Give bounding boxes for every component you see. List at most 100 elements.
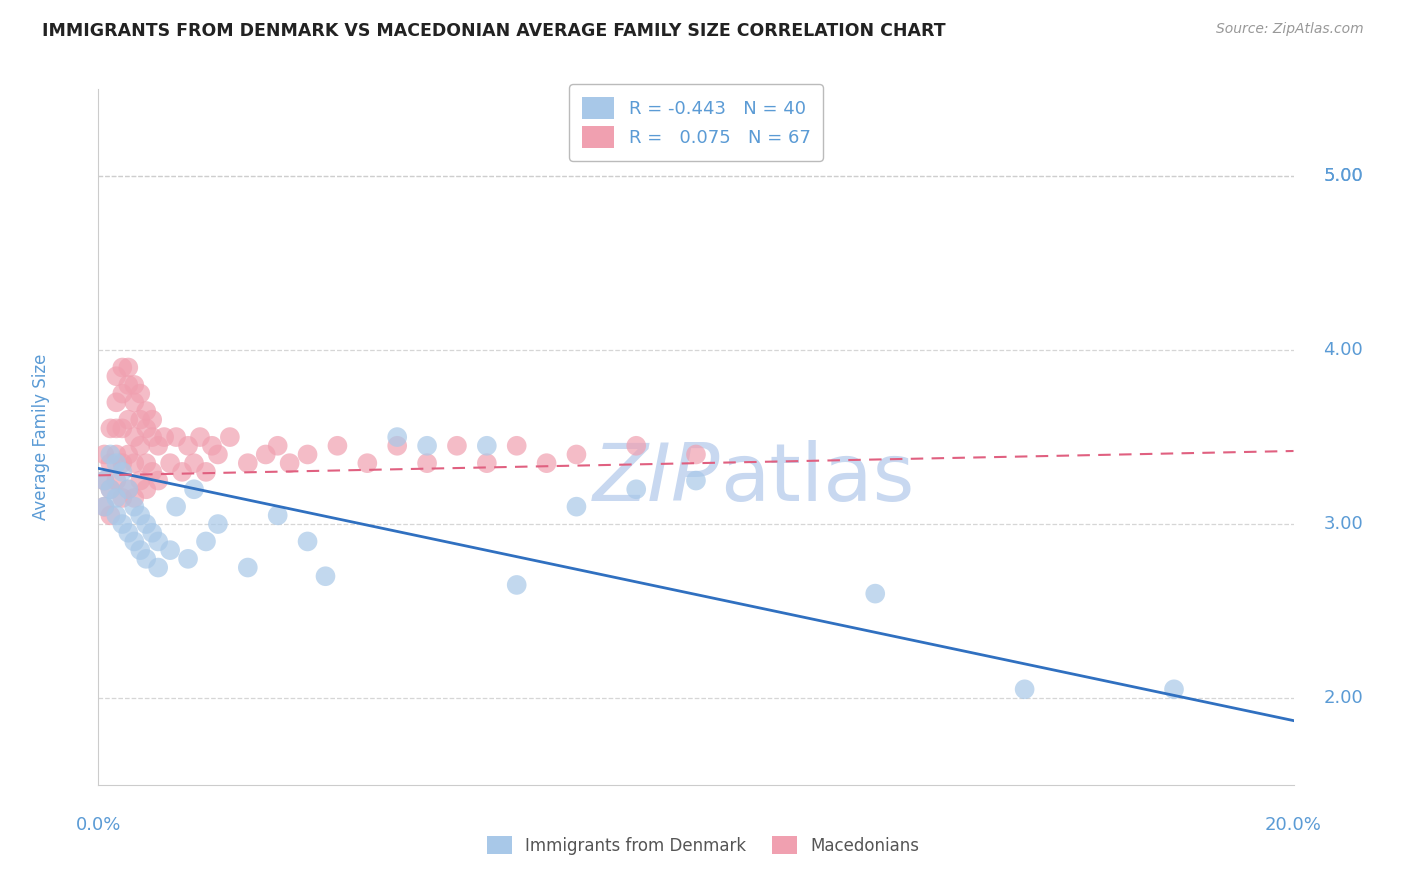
- Text: 2.00: 2.00: [1323, 689, 1364, 707]
- Point: [117, 482, 139, 496]
- Point: [105, 508, 128, 523]
- Point: [565, 500, 588, 514]
- Point: [98, 447, 122, 462]
- Point: [236, 456, 259, 470]
- Point: [93, 474, 115, 488]
- Text: 0.0%: 0.0%: [76, 816, 121, 834]
- Point: [135, 404, 157, 418]
- Point: [385, 430, 409, 444]
- Point: [117, 525, 139, 540]
- Point: [105, 421, 128, 435]
- Point: [201, 439, 224, 453]
- Point: [141, 465, 163, 479]
- Point: [183, 482, 205, 496]
- Point: [141, 525, 163, 540]
- Point: [536, 456, 558, 470]
- Point: [105, 474, 128, 488]
- Point: [207, 447, 229, 462]
- Text: ZIP: ZIP: [592, 440, 720, 518]
- Point: [98, 508, 122, 523]
- Point: [1163, 682, 1185, 697]
- Point: [124, 500, 146, 514]
- Point: [153, 430, 176, 444]
- Point: [105, 456, 128, 470]
- Point: [129, 412, 152, 426]
- Text: 5.00: 5.00: [1323, 167, 1364, 186]
- Point: [356, 456, 378, 470]
- Point: [172, 465, 194, 479]
- Point: [111, 516, 134, 531]
- Point: [124, 491, 146, 505]
- Text: 20.0%: 20.0%: [1265, 816, 1322, 834]
- Point: [267, 439, 290, 453]
- Legend: R = -0.443   N = 40, R =   0.075   N = 67: R = -0.443 N = 40, R = 0.075 N = 67: [569, 85, 823, 161]
- Point: [565, 447, 588, 462]
- Point: [124, 534, 146, 549]
- Point: [254, 447, 277, 462]
- Point: [165, 430, 187, 444]
- Point: [117, 447, 139, 462]
- Point: [93, 500, 115, 514]
- Point: [105, 491, 128, 505]
- Point: [105, 395, 128, 409]
- Point: [93, 500, 115, 514]
- Point: [297, 534, 319, 549]
- Point: [135, 516, 157, 531]
- Point: [165, 500, 187, 514]
- Text: Source: ZipAtlas.com: Source: ZipAtlas.com: [1216, 22, 1364, 37]
- Point: [117, 377, 139, 392]
- Point: [111, 421, 134, 435]
- Point: [177, 439, 200, 453]
- Point: [141, 412, 163, 426]
- Point: [177, 551, 200, 566]
- Text: 4.00: 4.00: [1323, 341, 1364, 359]
- Point: [111, 465, 134, 479]
- Point: [124, 395, 146, 409]
- Point: [416, 456, 439, 470]
- Point: [236, 560, 259, 574]
- Text: IMMIGRANTS FROM DENMARK VS MACEDONIAN AVERAGE FAMILY SIZE CORRELATION CHART: IMMIGRANTS FROM DENMARK VS MACEDONIAN AV…: [42, 22, 946, 40]
- Point: [685, 474, 707, 488]
- Point: [188, 430, 211, 444]
- Point: [105, 447, 128, 462]
- Point: [117, 482, 139, 496]
- Point: [129, 543, 152, 558]
- Point: [207, 516, 229, 531]
- Point: [159, 543, 181, 558]
- Point: [135, 482, 157, 496]
- Point: [124, 430, 146, 444]
- Point: [98, 482, 122, 496]
- Point: [865, 587, 887, 601]
- Point: [129, 439, 152, 453]
- Text: 3.00: 3.00: [1323, 515, 1364, 533]
- Point: [1014, 682, 1036, 697]
- Point: [506, 439, 529, 453]
- Point: [111, 360, 134, 375]
- Point: [111, 456, 134, 470]
- Point: [685, 447, 707, 462]
- Point: [111, 491, 134, 505]
- Point: [385, 439, 409, 453]
- Point: [105, 369, 128, 384]
- Point: [148, 560, 170, 574]
- Point: [93, 474, 115, 488]
- Text: 5.00: 5.00: [1323, 167, 1364, 186]
- Point: [148, 439, 170, 453]
- Point: [98, 482, 122, 496]
- Point: [111, 386, 134, 401]
- Point: [475, 439, 498, 453]
- Point: [159, 456, 181, 470]
- Point: [135, 456, 157, 470]
- Point: [624, 439, 647, 453]
- Point: [624, 482, 647, 496]
- Point: [297, 447, 319, 462]
- Point: [506, 578, 529, 592]
- Point: [315, 569, 337, 583]
- Legend: Immigrants from Denmark, Macedonians: Immigrants from Denmark, Macedonians: [481, 830, 925, 862]
- Point: [141, 430, 163, 444]
- Point: [129, 474, 152, 488]
- Point: [129, 508, 152, 523]
- Point: [117, 412, 139, 426]
- Point: [124, 377, 146, 392]
- Point: [183, 456, 205, 470]
